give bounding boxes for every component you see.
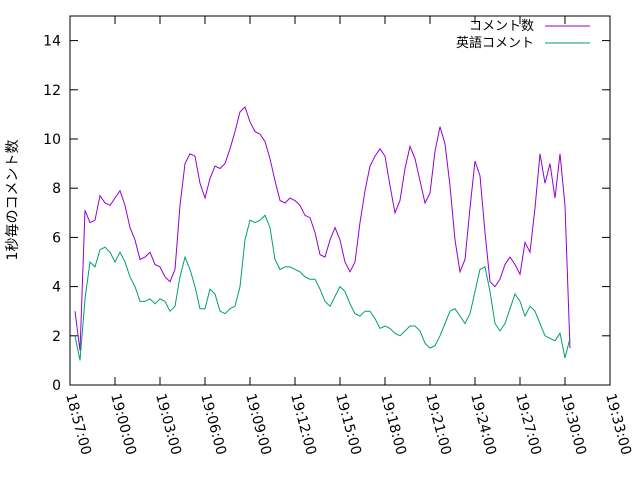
x-tick-label: 19:06:00 <box>197 392 229 457</box>
x-tick-label: 19:12:00 <box>287 392 319 457</box>
series-layer <box>74 106 571 361</box>
y-axis-label: 1秒毎のコメント数 <box>5 140 21 261</box>
y-tick-label: 12 <box>43 83 61 99</box>
series-line-2 <box>74 214 571 361</box>
series-line-1 <box>74 106 571 351</box>
y-tick-label: 10 <box>43 132 61 148</box>
y-tick-label: 0 <box>52 378 61 394</box>
y-tick-label: 4 <box>52 280 61 296</box>
x-tick-label: 19:30:00 <box>557 392 589 457</box>
x-axis: 18:57:00 19:00:00 19:03:00 19:06:00 19:09:00… <box>62 16 634 457</box>
x-tick-label: 19:09:00 <box>242 392 274 457</box>
x-tick-label: 19:00:00 <box>107 392 139 457</box>
x-tick-label: 19:24:00 <box>467 392 499 457</box>
x-tick-label: 19:18:00 <box>377 392 409 457</box>
y-tick-label: 14 <box>43 34 61 50</box>
y-axis: 0 2 4 6 8 10 12 14 <box>43 34 610 394</box>
plot-frame <box>69 15 611 386</box>
x-tick-label: 19:15:00 <box>332 392 364 457</box>
x-tick-label: 19:21:00 <box>422 392 454 457</box>
x-tick-label: 18:57:00 <box>62 392 94 457</box>
legend-label: コメント数 <box>469 19 534 34</box>
y-tick-label: 8 <box>52 181 61 197</box>
x-tick-label: 19:03:00 <box>152 392 184 457</box>
legend-label: 英語コメント <box>456 35 534 51</box>
y-tick-label: 6 <box>52 230 61 246</box>
y-tick-label: 2 <box>52 329 61 345</box>
x-tick-label: 19:27:00 <box>512 392 544 457</box>
x-tick-label: 19:33:00 <box>602 392 634 457</box>
